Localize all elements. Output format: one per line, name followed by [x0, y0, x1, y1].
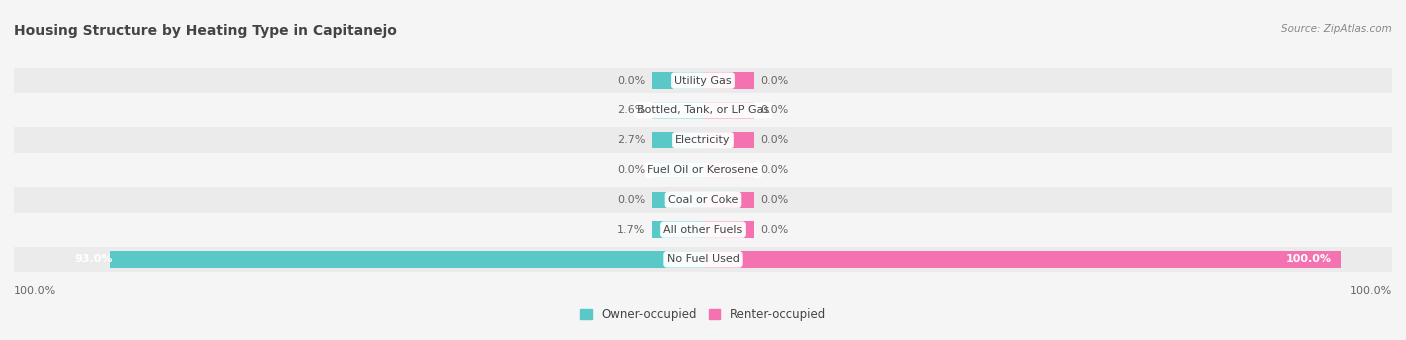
Bar	[1, 217, 1405, 242]
Text: 2.6%: 2.6%	[617, 105, 645, 115]
Text: 0.0%: 0.0%	[617, 75, 645, 86]
Text: 0.0%: 0.0%	[617, 195, 645, 205]
Text: 100.0%: 100.0%	[1285, 254, 1331, 265]
Text: 0.0%: 0.0%	[617, 165, 645, 175]
Text: Bottled, Tank, or LP Gas: Bottled, Tank, or LP Gas	[637, 105, 769, 115]
Text: Fuel Oil or Kerosene: Fuel Oil or Kerosene	[647, 165, 759, 175]
Text: Source: ZipAtlas.com: Source: ZipAtlas.com	[1281, 24, 1392, 34]
Bar	[1, 247, 1405, 272]
Text: 2.7%: 2.7%	[617, 135, 645, 145]
Bar	[1, 128, 1405, 153]
Text: Housing Structure by Heating Type in Capitanejo: Housing Structure by Heating Type in Cap…	[14, 24, 396, 38]
Bar	[1, 68, 1405, 93]
Bar	[110, 251, 703, 268]
Text: Coal or Coke: Coal or Coke	[668, 195, 738, 205]
Bar	[1, 187, 1405, 212]
Legend: Owner-occupied, Renter-occupied: Owner-occupied, Renter-occupied	[579, 308, 827, 321]
Text: 100.0%: 100.0%	[14, 286, 56, 296]
Bar	[703, 102, 754, 119]
Bar	[703, 72, 754, 89]
Text: All other Fuels: All other Fuels	[664, 225, 742, 235]
Bar	[652, 221, 703, 238]
Bar	[1, 157, 1405, 183]
Text: 0.0%: 0.0%	[761, 75, 789, 86]
Text: 93.0%: 93.0%	[75, 254, 112, 265]
Bar	[703, 221, 754, 238]
Text: 0.0%: 0.0%	[761, 105, 789, 115]
Bar	[703, 251, 1341, 268]
Bar	[652, 72, 703, 89]
Text: 0.0%: 0.0%	[761, 135, 789, 145]
Text: No Fuel Used: No Fuel Used	[666, 254, 740, 265]
Bar	[1, 98, 1405, 123]
Bar	[703, 132, 754, 148]
Bar	[652, 102, 703, 119]
Text: 0.0%: 0.0%	[761, 225, 789, 235]
Text: 1.7%: 1.7%	[617, 225, 645, 235]
Bar	[652, 192, 703, 208]
Text: Utility Gas: Utility Gas	[675, 75, 731, 86]
Text: Electricity: Electricity	[675, 135, 731, 145]
Bar	[703, 192, 754, 208]
Bar	[652, 162, 703, 178]
Text: 0.0%: 0.0%	[761, 165, 789, 175]
Bar	[652, 132, 703, 148]
Text: 100.0%: 100.0%	[1350, 286, 1392, 296]
Text: 0.0%: 0.0%	[761, 195, 789, 205]
Bar	[703, 162, 754, 178]
